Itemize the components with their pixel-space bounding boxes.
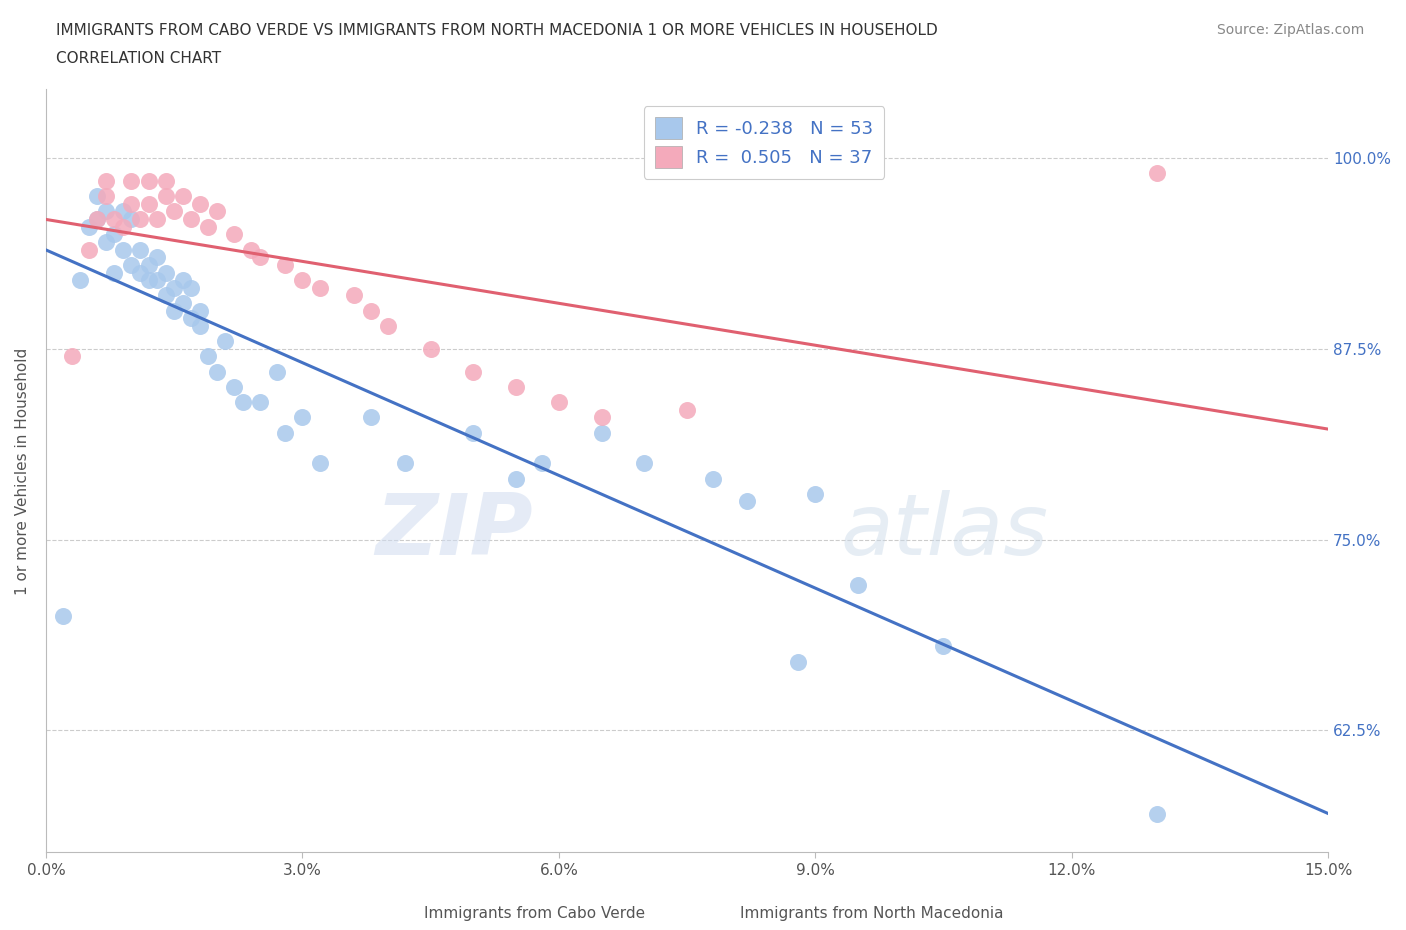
Point [197,219,219,234]
Point [155,174,177,189]
Point [222,379,245,394]
Point [240,242,263,257]
Point [146,272,169,287]
Point [94,189,117,204]
Point [120,258,142,272]
Text: Source: ZipAtlas.com: Source: ZipAtlas.com [1216,23,1364,37]
Point [129,212,152,227]
Text: ZIP: ZIP [375,490,533,574]
Point [138,174,160,189]
Point [308,456,330,471]
Point [129,242,152,257]
Point [138,272,160,287]
Point [146,250,169,265]
Point [60,349,83,364]
Point [360,303,382,318]
Point [163,303,186,318]
Point [932,639,955,654]
Text: atlas: atlas [841,490,1049,574]
Point [188,303,211,318]
Point [394,456,416,471]
Point [86,212,108,227]
Point [77,242,100,257]
Point [205,204,228,219]
Point [180,280,202,295]
Point [120,212,142,227]
Point [94,234,117,249]
Point [129,265,152,280]
Point [155,265,177,280]
Point [86,189,108,204]
Point [111,204,134,219]
Text: Immigrants from North Macedonia: Immigrants from North Macedonia [740,906,1004,921]
Point [547,394,569,409]
Point [205,365,228,379]
Point [291,410,314,425]
Point [172,189,194,204]
Y-axis label: 1 or more Vehicles in Household: 1 or more Vehicles in Household [15,347,30,594]
Point [463,425,485,440]
Point [180,212,202,227]
Point [172,272,194,287]
Point [591,410,613,425]
Point [735,494,758,509]
Point [111,219,134,234]
Point [274,425,297,440]
Point [249,394,271,409]
Text: Immigrants from Cabo Verde: Immigrants from Cabo Verde [423,906,645,921]
Text: CORRELATION CHART: CORRELATION CHART [56,51,221,66]
Point [163,280,186,295]
Point [505,379,527,394]
Point [232,394,254,409]
Point [172,296,194,311]
Point [702,472,724,486]
Point [103,227,125,242]
Point [155,189,177,204]
Point [308,280,330,295]
Point [163,204,186,219]
Point [846,578,869,592]
Point [94,204,117,219]
Point [591,425,613,440]
Point [249,250,271,265]
Point [787,654,810,669]
Point [155,288,177,303]
Point [111,242,134,257]
Point [180,311,202,325]
Point [52,608,75,623]
Point [120,174,142,189]
Point [291,272,314,287]
Point [146,212,169,227]
Point [77,219,100,234]
Point [377,318,399,333]
Point [188,318,211,333]
Point [103,212,125,227]
Point [676,403,699,418]
Point [197,349,219,364]
Point [222,227,245,242]
Point [419,341,441,356]
Point [138,196,160,211]
Point [86,212,108,227]
Point [343,288,366,303]
Point [633,456,655,471]
Text: IMMIGRANTS FROM CABO VERDE VS IMMIGRANTS FROM NORTH MACEDONIA 1 OR MORE VEHICLES: IMMIGRANTS FROM CABO VERDE VS IMMIGRANTS… [56,23,938,38]
Point [188,196,211,211]
Point [274,258,297,272]
Point [94,174,117,189]
Point [360,410,382,425]
Legend: R = -0.238   N = 53, R =  0.505   N = 37: R = -0.238 N = 53, R = 0.505 N = 37 [644,106,884,179]
Point [138,258,160,272]
Point [1146,807,1168,822]
Point [804,486,827,501]
Point [1146,166,1168,180]
Point [266,365,288,379]
Point [214,334,236,349]
Point [463,365,485,379]
Point [530,456,553,471]
Point [69,272,91,287]
Point [120,196,142,211]
Point [505,472,527,486]
Point [103,265,125,280]
